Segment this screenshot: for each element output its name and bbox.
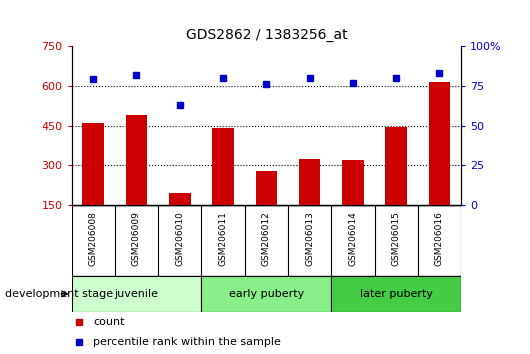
Text: GSM206012: GSM206012	[262, 211, 271, 266]
Text: GSM206009: GSM206009	[132, 211, 141, 266]
Bar	[72, 276, 201, 312]
Title: GDS2862 / 1383256_at: GDS2862 / 1383256_at	[186, 28, 347, 42]
Text: count: count	[93, 318, 125, 327]
Bar	[169, 193, 191, 205]
Bar	[385, 127, 407, 205]
Text: development stage: development stage	[5, 289, 113, 299]
Text: juvenile: juvenile	[114, 289, 158, 299]
Text: later puberty: later puberty	[360, 289, 432, 299]
Text: GSM206016: GSM206016	[435, 211, 444, 266]
Bar	[429, 82, 450, 205]
Text: early puberty: early puberty	[229, 289, 304, 299]
Bar	[126, 115, 147, 205]
Bar	[212, 128, 234, 205]
Bar	[201, 276, 331, 312]
Text: GSM206010: GSM206010	[175, 211, 184, 266]
Text: GSM206014: GSM206014	[348, 211, 357, 266]
Bar	[255, 171, 277, 205]
Text: GSM206011: GSM206011	[218, 211, 227, 266]
Text: GSM206015: GSM206015	[392, 211, 401, 266]
Bar	[342, 160, 364, 205]
Text: percentile rank within the sample: percentile rank within the sample	[93, 337, 281, 347]
Bar	[82, 123, 104, 205]
Text: GSM206013: GSM206013	[305, 211, 314, 266]
Text: GSM206008: GSM206008	[89, 211, 98, 266]
Bar	[331, 276, 461, 312]
Bar	[299, 159, 321, 205]
